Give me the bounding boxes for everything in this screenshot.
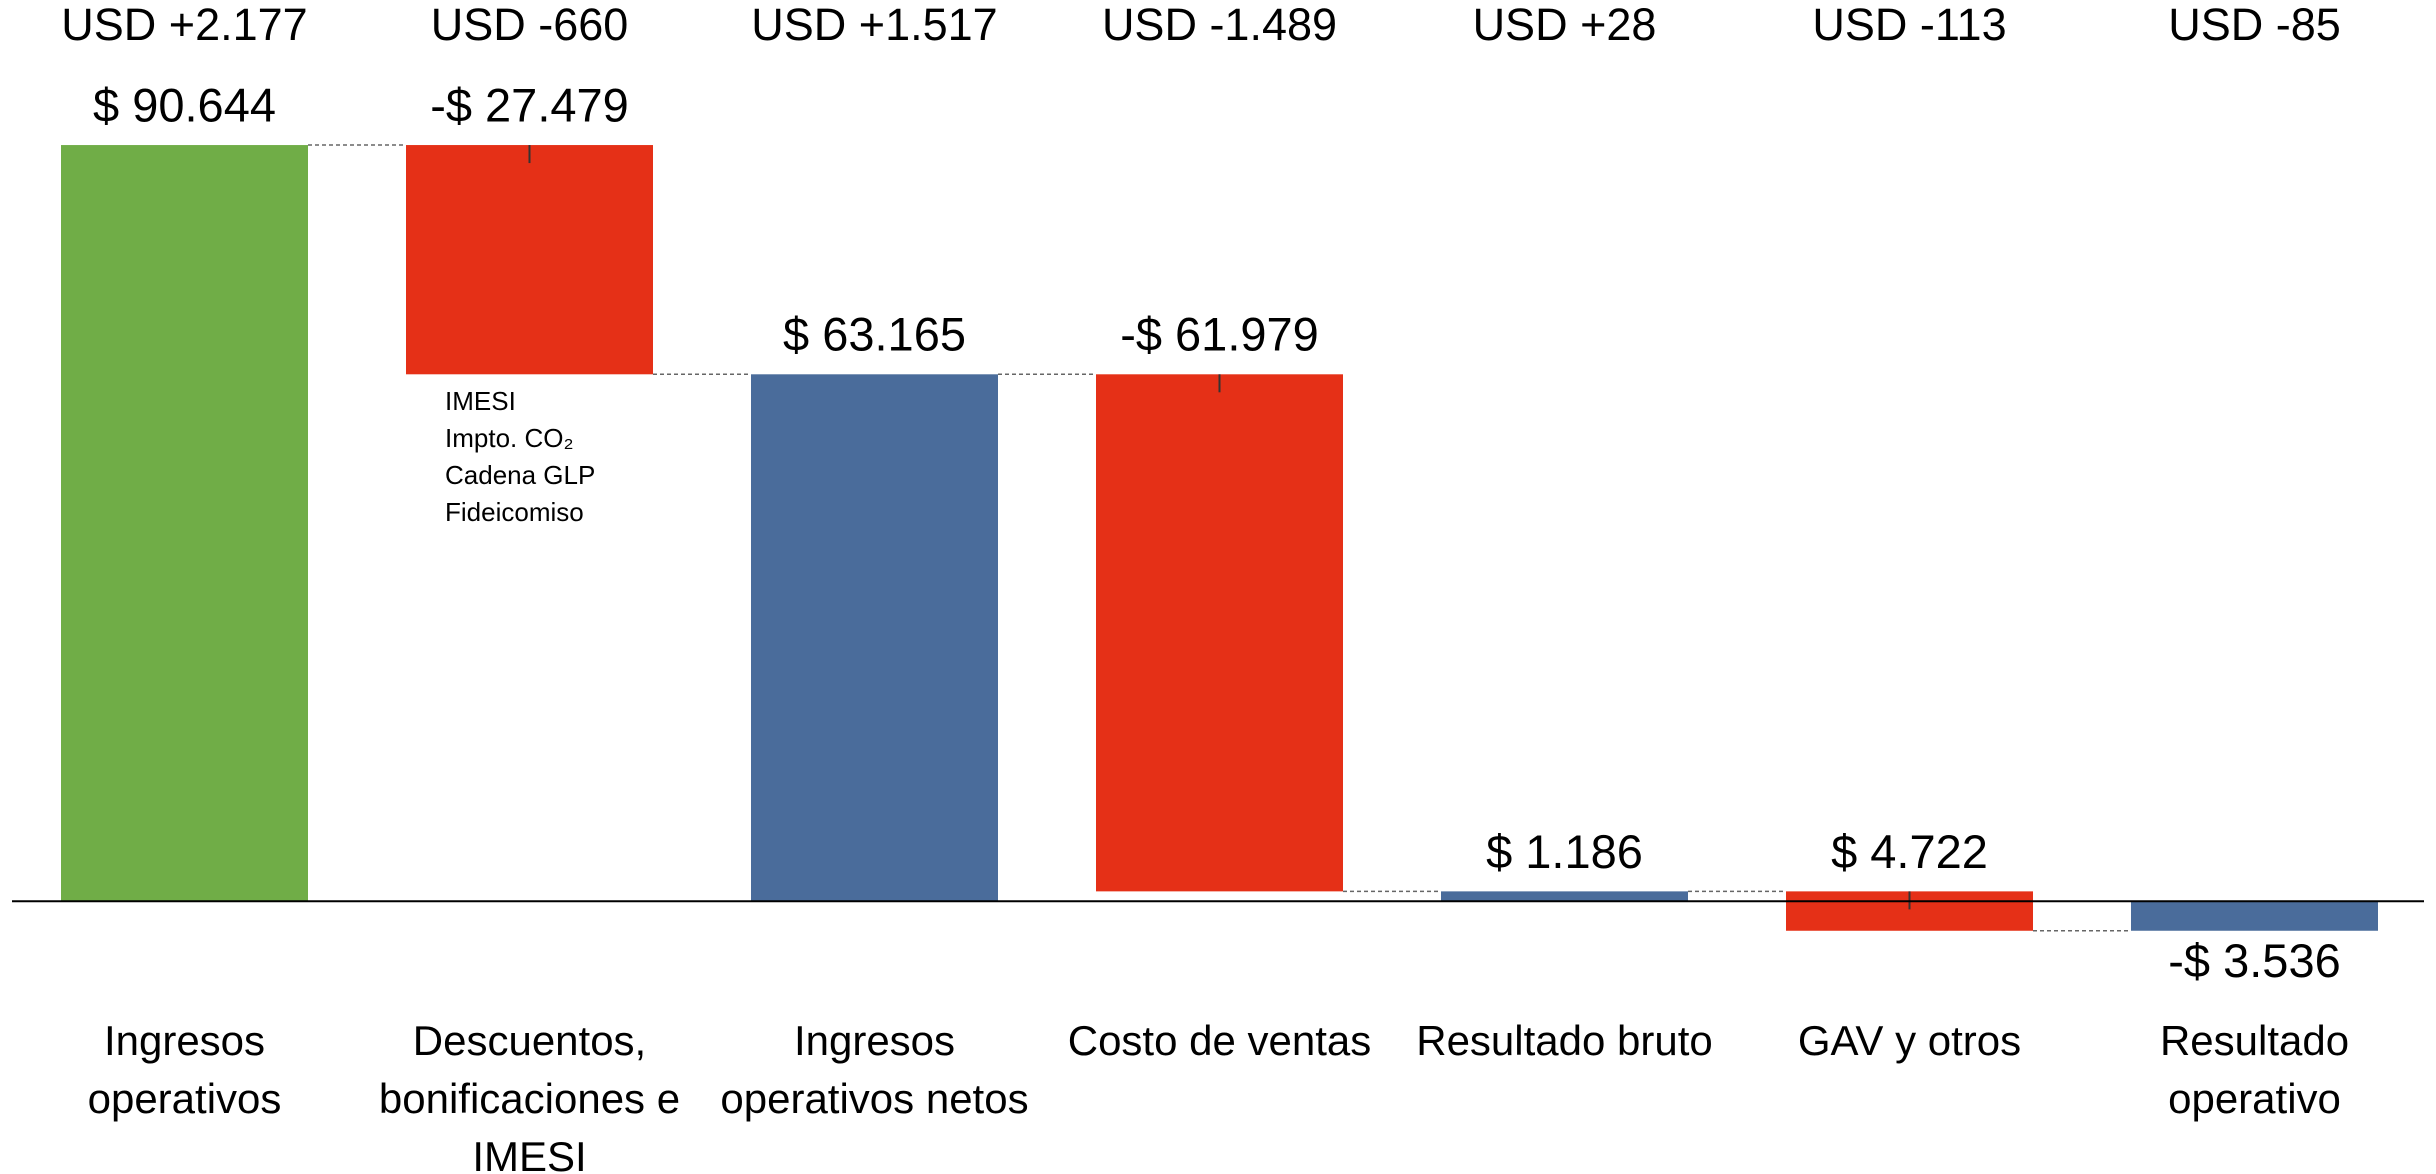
category-label: Resultado operativo <box>2159 1017 2350 1122</box>
note: Fideicomiso <box>445 497 584 527</box>
annotation: USD -85 <box>2168 0 2341 50</box>
value-label: -$ 3.536 <box>2168 934 2340 987</box>
annotation: USD -660 <box>431 0 629 50</box>
value-label: -$ 61.979 <box>1120 308 1319 361</box>
category-label: Ingresos operativos netos <box>720 1017 1029 1122</box>
bar <box>2131 901 2378 931</box>
note: Cadena GLP <box>445 460 595 490</box>
value-label: -$ 27.479 <box>430 78 629 131</box>
annotation: USD +1.517 <box>751 0 997 50</box>
annotation: USD +2.177 <box>61 0 307 50</box>
value-label: $ 4.722 <box>1831 825 1988 878</box>
value-label: $ 63.165 <box>783 308 966 361</box>
note: IMESI <box>445 386 516 416</box>
note: Impto. CO₂ <box>445 423 574 453</box>
category-label: Resultado bruto <box>1416 1017 1713 1064</box>
annotation: USD -113 <box>1812 0 2006 50</box>
bar <box>61 145 308 902</box>
value-label: $ 1.186 <box>1486 825 1643 878</box>
category-label: GAV y otros <box>1797 1017 2022 1064</box>
category-label: Descuentos, bonificaciones e IMESI <box>378 1017 681 1174</box>
category-label: Costo de ventas <box>1067 1017 1372 1064</box>
annotation: USD +28 <box>1473 0 1657 50</box>
bar <box>1441 891 1688 902</box>
bar <box>406 145 653 375</box>
bar <box>1096 374 1343 892</box>
value-label: $ 90.644 <box>93 78 276 131</box>
annotation: USD -1.489 <box>1102 0 1337 50</box>
bar <box>751 374 998 902</box>
category-label: Ingresos operativos <box>87 1017 282 1122</box>
